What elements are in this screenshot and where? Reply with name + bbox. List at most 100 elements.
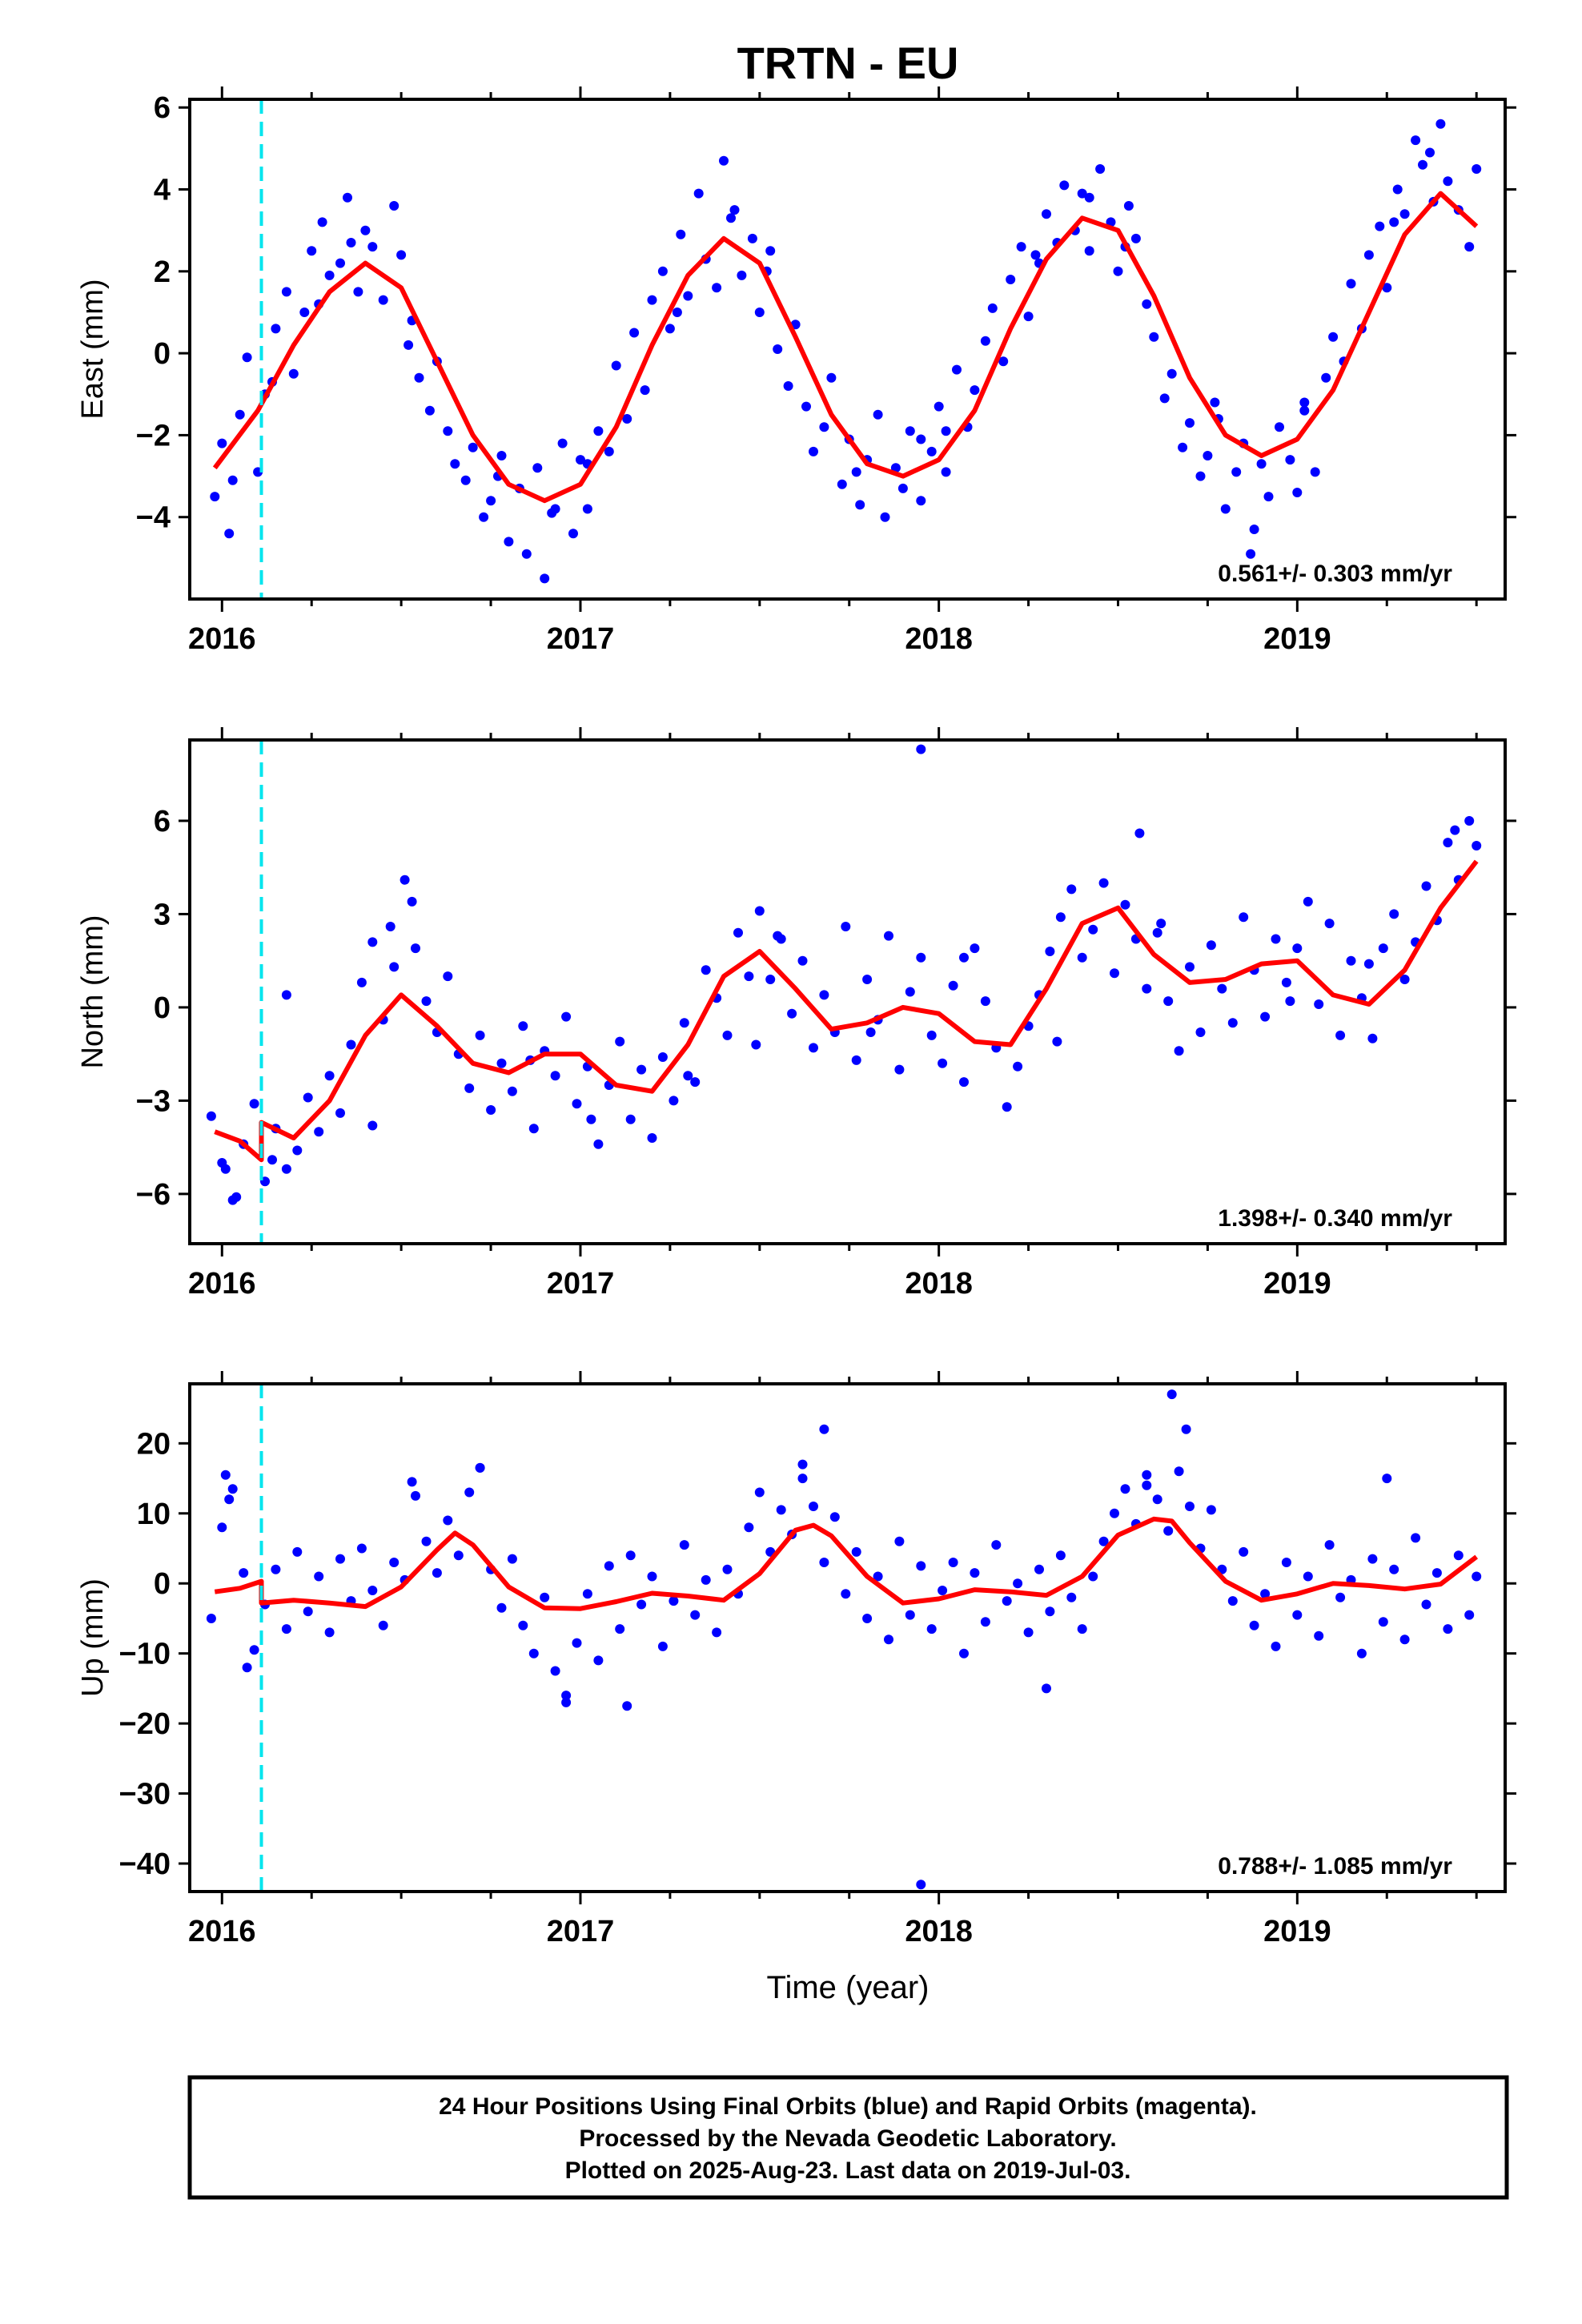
data-point (629, 328, 640, 338)
data-point (1378, 943, 1388, 954)
data-point (1156, 919, 1166, 929)
y-axis-label: Up (mm) (76, 1578, 110, 1697)
data-point (450, 459, 460, 469)
data-point (1464, 816, 1475, 826)
data-point (948, 980, 958, 991)
data-point (773, 931, 783, 941)
data-point (1059, 180, 1070, 191)
data-point (1314, 1630, 1324, 1641)
velocity-rate-label: 0.788+/- 1.085 mm/yr (1218, 1853, 1452, 1880)
data-point (1206, 1505, 1216, 1515)
data-point (504, 537, 514, 547)
data-point (809, 1043, 818, 1053)
data-point (801, 401, 811, 412)
data-point (855, 500, 865, 510)
data-point (582, 504, 592, 514)
data-point (1249, 1620, 1259, 1630)
data-point (460, 475, 471, 485)
data-point (1055, 912, 1066, 923)
data-point (980, 336, 990, 346)
data-point (217, 1522, 227, 1533)
data-point (479, 512, 489, 522)
y-tick-label: 0 (154, 1567, 171, 1601)
east-panel: −4 −2 0 2 4 6 2016 2017 2018 2019 East (mm) 0.561+/… (76, 86, 1516, 656)
data-point (432, 1568, 442, 1578)
data-point (1217, 983, 1227, 994)
data-point (1389, 909, 1399, 919)
data-point (672, 308, 682, 317)
x-tick-label: 2016 (188, 1915, 256, 1948)
data-point (1464, 242, 1475, 252)
data-point (754, 1487, 765, 1498)
data-point (1450, 825, 1460, 835)
data-point (1292, 488, 1303, 497)
data-point (622, 1701, 632, 1711)
data-point (507, 1086, 517, 1096)
data-point (765, 246, 776, 256)
data-point (486, 1105, 496, 1115)
data-point (1106, 217, 1116, 227)
data-point (890, 463, 901, 473)
data-point (647, 1133, 657, 1143)
data-point (873, 1571, 883, 1582)
data-point (1411, 1533, 1421, 1543)
data-point (1159, 393, 1170, 404)
data-point (407, 1477, 417, 1487)
data-point (389, 201, 400, 211)
data-point (314, 1571, 324, 1582)
data-point (826, 372, 837, 383)
data-point (683, 291, 693, 301)
data-point (1220, 504, 1231, 514)
data-point (819, 1424, 829, 1434)
data-point (389, 1558, 400, 1567)
data-point (586, 1114, 596, 1124)
data-point (1066, 884, 1077, 895)
data-point (797, 1474, 808, 1484)
data-point (1084, 246, 1094, 256)
data-point (1281, 1558, 1291, 1567)
data-point (1324, 1540, 1335, 1550)
data-point (1142, 983, 1152, 994)
data-point (841, 1589, 851, 1599)
data-point (797, 1459, 808, 1470)
data-point (669, 1596, 679, 1606)
data-point (206, 1111, 216, 1121)
data-point (1149, 332, 1159, 342)
data-point (829, 1512, 840, 1522)
up-panel: −40 −30 −20 −10 0 10 20 2016 2017 2018 2019 Up (mm)… (76, 1371, 1516, 1948)
data-point (625, 1114, 636, 1124)
data-point (239, 1568, 249, 1578)
x-tick-label: 2017 (547, 1267, 615, 1301)
y-tick-label: 0 (154, 991, 171, 1025)
data-point (1045, 947, 1055, 956)
data-point (1163, 1526, 1174, 1536)
x-tick-label: 2018 (905, 1267, 973, 1301)
plot-frame (188, 98, 1507, 601)
data-point (1142, 1470, 1152, 1480)
data-point (572, 1099, 582, 1109)
data-point (518, 1021, 528, 1031)
data-point (751, 1039, 761, 1050)
data-point (1052, 1036, 1062, 1047)
data-point (1088, 1571, 1098, 1582)
data-point (841, 922, 851, 931)
data-point (819, 422, 829, 432)
data-point (1142, 1480, 1152, 1490)
data-point (281, 990, 291, 1000)
data-point (1084, 192, 1094, 203)
data-point (242, 352, 252, 363)
data-point (754, 906, 765, 916)
data-point (271, 324, 281, 334)
data-point (593, 426, 604, 436)
data-point (572, 1638, 582, 1648)
data-point (865, 1027, 876, 1037)
data-point (1134, 828, 1145, 838)
data-point (1120, 1484, 1130, 1494)
data-point (1356, 1648, 1367, 1659)
data-point (1006, 275, 1016, 284)
data-point (657, 1641, 668, 1651)
data-point (744, 1522, 754, 1533)
data-point (550, 504, 560, 514)
data-point (726, 213, 736, 223)
data-point (424, 405, 435, 416)
